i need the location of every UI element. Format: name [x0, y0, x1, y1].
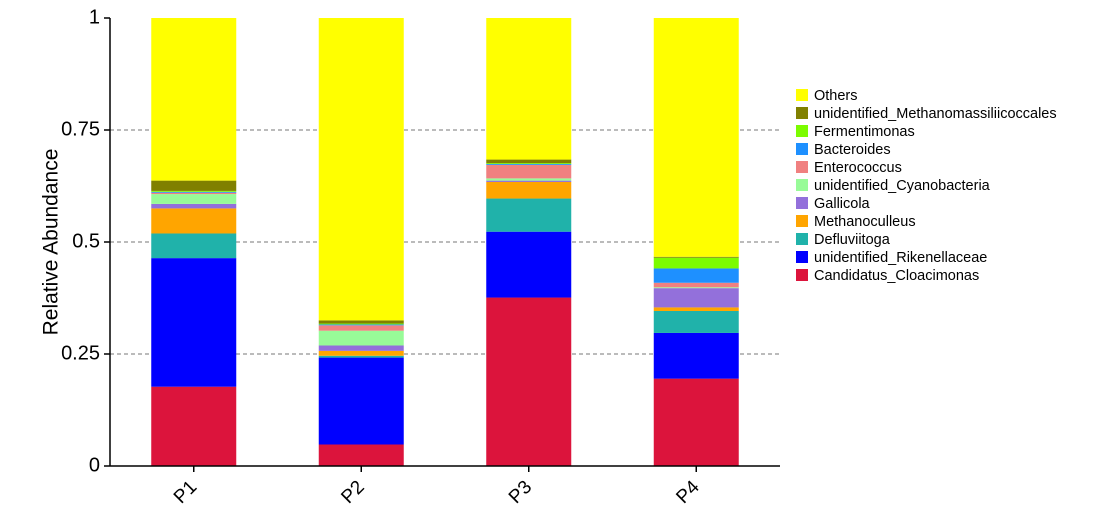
bar-segment	[486, 164, 572, 165]
bar-segment	[151, 203, 237, 209]
bar-segment	[151, 194, 237, 204]
legend-label: unidentified_Rikenellaceae	[814, 250, 987, 266]
x-tick-label: P3	[505, 477, 536, 508]
bar-segment	[151, 180, 237, 191]
legend-swatch	[796, 161, 808, 173]
bar-segment	[653, 307, 739, 311]
bar-segment	[486, 181, 572, 199]
bar-segment	[318, 324, 404, 326]
legend-swatch	[796, 251, 808, 263]
y-tick-label: 1	[89, 6, 100, 28]
legend-label: unidentified_Cyanobacteria	[814, 178, 991, 194]
bar-segment	[653, 332, 739, 379]
x-tick-label: P1	[170, 477, 201, 508]
bar-segment	[151, 190, 237, 192]
bar-segment	[318, 320, 404, 324]
bar-segment	[318, 18, 404, 321]
bar-segment	[151, 258, 237, 387]
legend-swatch	[796, 143, 808, 155]
bar-segment	[653, 288, 739, 308]
legend-swatch	[796, 107, 808, 119]
bar-segment	[486, 180, 572, 182]
legend-swatch	[796, 269, 808, 281]
y-tick-label: 0.5	[72, 230, 100, 252]
bar-segment	[486, 164, 572, 179]
legend-swatch	[796, 233, 808, 245]
bar-segment	[486, 231, 572, 298]
bar-segment	[653, 256, 739, 258]
bar-segment	[653, 287, 739, 289]
legend-swatch	[796, 215, 808, 227]
bar-segment	[318, 323, 404, 325]
legend-swatch	[796, 89, 808, 101]
y-tick-label: 0.75	[61, 118, 100, 140]
legend-label: Candidatus_Cloacimonas	[814, 268, 979, 284]
legend-label: Enterococcus	[814, 160, 902, 176]
bar-segment	[151, 18, 237, 181]
legend-label: Gallicola	[814, 196, 871, 212]
bar-segment	[653, 257, 739, 269]
y-tick-label: 0	[89, 454, 100, 476]
legend-label: Defluviitoga	[814, 232, 891, 248]
bar-segment	[486, 159, 572, 164]
bar-segment	[486, 198, 572, 232]
legend: Others unidentified_Methanomassiliicoccal…	[796, 88, 1057, 284]
bar-segment	[318, 357, 404, 445]
bar-segment	[653, 282, 739, 288]
y-ticks: 0 0.25 0.5 0.75 1	[61, 6, 110, 476]
bar-segment	[318, 355, 404, 358]
legend-label: Fermentimonas	[814, 124, 915, 140]
bar-segment	[653, 310, 739, 333]
bar-segment	[318, 325, 404, 331]
legend-swatch	[796, 125, 808, 137]
legend-label: Methanoculleus	[814, 214, 916, 230]
bars	[151, 18, 739, 466]
bar-segment	[151, 192, 237, 195]
bar-segment	[318, 350, 404, 356]
legend-swatch	[796, 179, 808, 191]
bar-segment	[486, 18, 572, 160]
bar-segment	[486, 178, 572, 181]
bar-segment	[653, 378, 739, 466]
y-axis-label: Relative Abundance	[40, 149, 63, 336]
bar-segment	[486, 163, 572, 165]
bar-segment	[151, 191, 237, 193]
bar-segment	[318, 444, 404, 466]
bar-segment	[151, 208, 237, 234]
legend-swatch	[796, 197, 808, 209]
x-tick-label: P4	[672, 476, 704, 508]
legend-label: unidentified_Methanomassiliicoccales	[814, 106, 1057, 122]
bar-segment	[653, 18, 739, 257]
legend-label: Bacteroides	[814, 142, 891, 158]
y-tick-label: 0.25	[61, 342, 100, 364]
x-tick-label: P2	[337, 477, 368, 508]
bar-segment	[318, 330, 404, 346]
bar-segment	[151, 233, 237, 259]
bar-segment	[151, 386, 237, 466]
bar-segment	[486, 297, 572, 466]
bar-segment	[653, 268, 739, 283]
legend-label: Others	[814, 88, 858, 104]
x-ticks: P1 P2 P3 P4	[170, 466, 704, 508]
bar-segment	[318, 345, 404, 351]
